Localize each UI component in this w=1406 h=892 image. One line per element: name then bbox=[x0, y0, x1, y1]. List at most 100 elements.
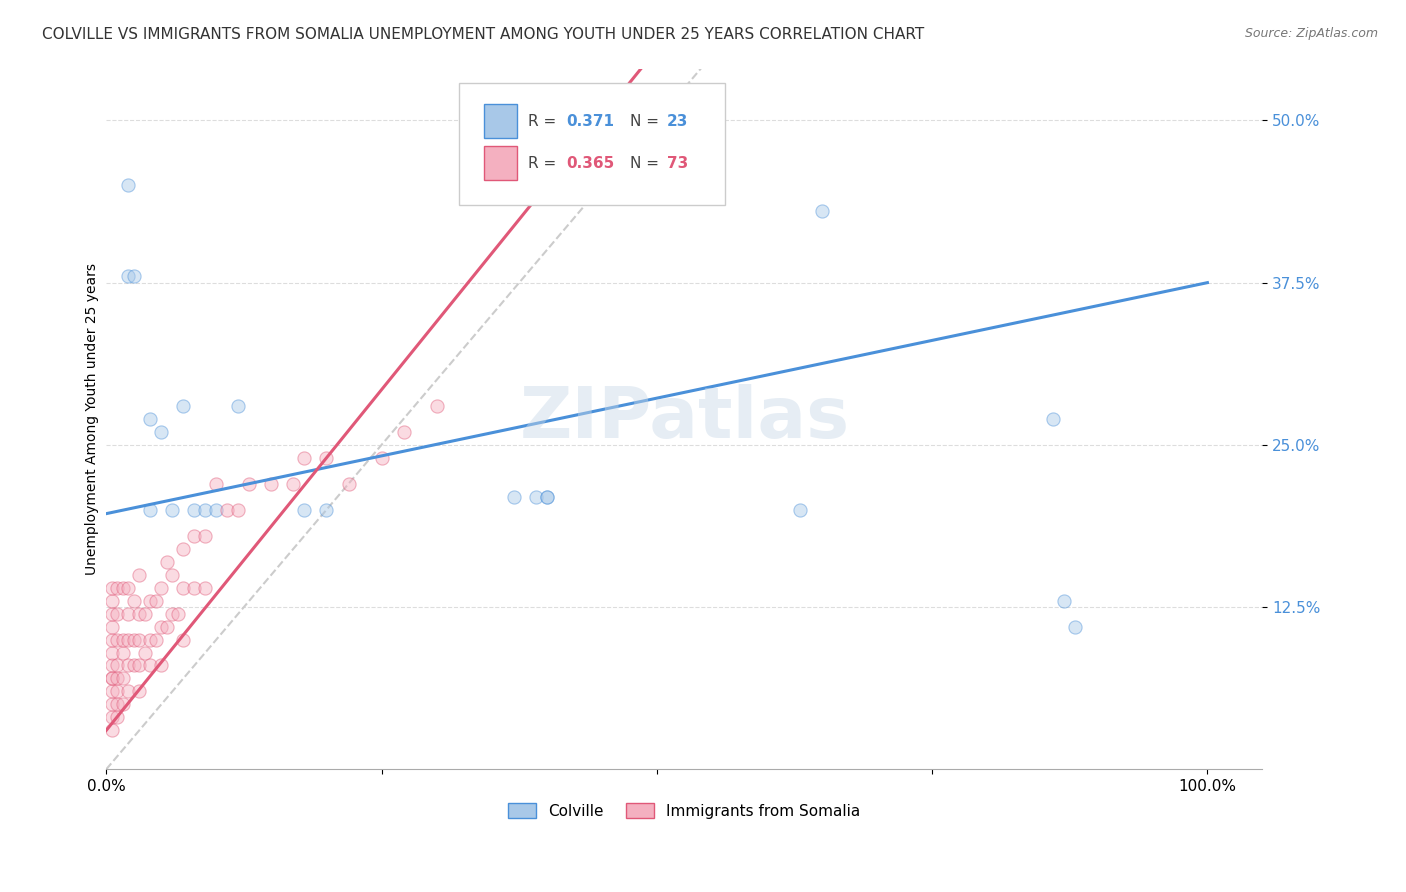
Point bbox=[122, 269, 145, 284]
Point bbox=[260, 476, 283, 491]
Point bbox=[100, 646, 122, 660]
Point bbox=[205, 502, 228, 516]
Text: 23: 23 bbox=[666, 113, 689, 128]
Point bbox=[105, 632, 128, 647]
Point bbox=[789, 502, 811, 516]
Point bbox=[128, 658, 150, 673]
Point bbox=[205, 476, 228, 491]
Point bbox=[1053, 593, 1076, 607]
Point bbox=[145, 593, 167, 607]
Point bbox=[172, 541, 194, 556]
Point bbox=[183, 529, 205, 543]
Legend: Colville, Immigrants from Somalia: Colville, Immigrants from Somalia bbox=[502, 797, 866, 825]
Point bbox=[100, 619, 122, 633]
FancyBboxPatch shape bbox=[484, 104, 517, 138]
Point bbox=[100, 607, 122, 621]
Text: COLVILLE VS IMMIGRANTS FROM SOMALIA UNEMPLOYMENT AMONG YOUTH UNDER 25 YEARS CORR: COLVILLE VS IMMIGRANTS FROM SOMALIA UNEM… bbox=[42, 27, 924, 42]
Point bbox=[111, 672, 134, 686]
Point bbox=[150, 658, 173, 673]
Point bbox=[238, 476, 260, 491]
Point bbox=[139, 632, 162, 647]
Point bbox=[122, 632, 145, 647]
Point bbox=[128, 567, 150, 582]
Point bbox=[111, 698, 134, 712]
Point bbox=[183, 502, 205, 516]
Point bbox=[1042, 412, 1064, 426]
Point bbox=[105, 672, 128, 686]
Point bbox=[172, 632, 194, 647]
Point bbox=[139, 593, 162, 607]
Point bbox=[100, 698, 122, 712]
Point bbox=[105, 698, 128, 712]
Text: R =: R = bbox=[529, 155, 561, 170]
Point bbox=[315, 502, 337, 516]
Point bbox=[105, 710, 128, 724]
Point bbox=[111, 581, 134, 595]
FancyBboxPatch shape bbox=[458, 83, 725, 205]
Point bbox=[128, 684, 150, 698]
Point bbox=[122, 658, 145, 673]
Point bbox=[111, 646, 134, 660]
Point bbox=[150, 581, 173, 595]
Point bbox=[128, 607, 150, 621]
Point bbox=[100, 710, 122, 724]
FancyBboxPatch shape bbox=[484, 146, 517, 180]
Point bbox=[139, 502, 162, 516]
Point bbox=[162, 607, 184, 621]
Point bbox=[294, 502, 316, 516]
Point bbox=[194, 529, 217, 543]
Point bbox=[536, 490, 558, 504]
Point bbox=[117, 178, 139, 193]
Y-axis label: Unemployment Among Youth under 25 years: Unemployment Among Youth under 25 years bbox=[86, 263, 100, 575]
Point bbox=[392, 425, 415, 439]
Text: 0.365: 0.365 bbox=[567, 155, 614, 170]
Point bbox=[117, 684, 139, 698]
Point bbox=[105, 581, 128, 595]
Point bbox=[139, 412, 162, 426]
Point bbox=[1064, 619, 1087, 633]
Point bbox=[150, 619, 173, 633]
Text: 73: 73 bbox=[666, 155, 689, 170]
Point bbox=[172, 581, 194, 595]
Point bbox=[172, 399, 194, 413]
Point bbox=[156, 619, 179, 633]
Point bbox=[134, 646, 156, 660]
Point bbox=[122, 593, 145, 607]
Point bbox=[524, 490, 547, 504]
Point bbox=[166, 607, 188, 621]
Point bbox=[100, 684, 122, 698]
Text: N =: N = bbox=[630, 113, 664, 128]
Text: R =: R = bbox=[529, 113, 561, 128]
Point bbox=[100, 723, 122, 738]
Point bbox=[100, 672, 122, 686]
Point bbox=[105, 607, 128, 621]
Point bbox=[139, 658, 162, 673]
Point bbox=[370, 450, 392, 465]
Point bbox=[111, 632, 134, 647]
Point bbox=[117, 607, 139, 621]
Point bbox=[811, 204, 834, 219]
Point bbox=[217, 502, 239, 516]
Point bbox=[100, 593, 122, 607]
Point bbox=[536, 490, 558, 504]
Point bbox=[194, 581, 217, 595]
Point bbox=[117, 269, 139, 284]
Point bbox=[150, 425, 173, 439]
Text: N =: N = bbox=[630, 155, 664, 170]
Point bbox=[283, 476, 305, 491]
Point bbox=[194, 502, 217, 516]
Point bbox=[228, 399, 250, 413]
Point bbox=[105, 684, 128, 698]
Text: ZIPatlas: ZIPatlas bbox=[519, 384, 849, 453]
Point bbox=[128, 632, 150, 647]
Point bbox=[426, 399, 449, 413]
Point bbox=[117, 658, 139, 673]
Point bbox=[156, 555, 179, 569]
Point bbox=[315, 450, 337, 465]
Point bbox=[100, 632, 122, 647]
Point bbox=[228, 502, 250, 516]
Point bbox=[162, 502, 184, 516]
Point bbox=[502, 490, 524, 504]
Point bbox=[145, 632, 167, 647]
Point bbox=[117, 581, 139, 595]
